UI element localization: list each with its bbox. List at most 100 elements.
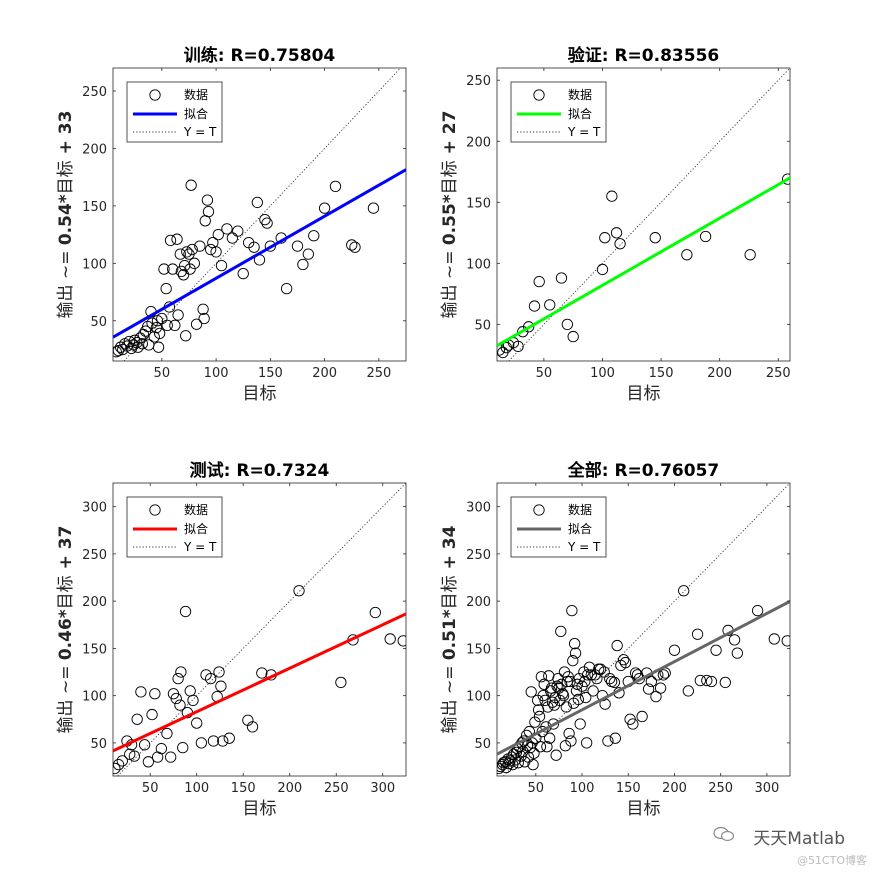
data-point <box>705 675 718 688</box>
x-tick-label: 150 <box>649 366 674 381</box>
y-tick-label: 50 <box>474 737 491 752</box>
data-point <box>226 232 239 244</box>
data-point <box>678 585 690 597</box>
data-point <box>146 317 158 329</box>
data-point <box>384 633 396 645</box>
data-point <box>132 341 144 353</box>
legend-marker-data <box>533 89 545 101</box>
legend-marker-data <box>149 504 161 516</box>
legend-label-identity: Y = T <box>183 125 217 139</box>
data-point <box>527 759 539 771</box>
data-point <box>123 335 135 348</box>
data-point <box>512 757 524 769</box>
plot-panel: 50 100 150 200 250 300 50 100 150 200 250 300 测试: R=… <box>56 460 407 819</box>
data-point <box>515 750 527 762</box>
data-point <box>768 633 780 645</box>
data-point <box>308 230 320 242</box>
x-tick-label: 100 <box>184 781 209 796</box>
data-point <box>135 686 147 698</box>
data-point <box>237 268 249 280</box>
data-point <box>215 259 228 272</box>
data-point <box>181 246 193 258</box>
data-point <box>574 718 586 730</box>
y-label-mid: 目标 <box>56 575 76 609</box>
data-point <box>555 272 568 284</box>
data-point <box>509 754 522 766</box>
data-point <box>201 194 214 206</box>
data-point <box>246 721 259 733</box>
data-point <box>367 202 380 214</box>
x-tick-label: 100 <box>570 781 595 796</box>
y-tick-label: 50 <box>474 318 491 333</box>
data-point <box>128 750 141 762</box>
data-point <box>335 676 347 689</box>
data-point <box>172 309 184 321</box>
data-point <box>609 732 621 744</box>
data-point <box>161 319 173 332</box>
data-point <box>571 678 584 690</box>
data-point <box>165 751 177 763</box>
data-point <box>152 341 165 353</box>
data-point <box>587 685 599 697</box>
data-point <box>580 691 592 704</box>
data-point <box>131 713 143 725</box>
x-tick-label: 50 <box>154 366 171 381</box>
data-point <box>561 675 573 688</box>
data-point <box>681 249 693 261</box>
x-tick-label: 300 <box>370 781 395 796</box>
data-points <box>497 585 790 775</box>
data-point <box>142 320 154 333</box>
data-point <box>213 666 225 678</box>
data-point <box>302 248 314 260</box>
chart-title-value: R=0.83556 <box>614 46 719 66</box>
y-axis-label: 输出 ~= 0.46*目标 + 37 <box>56 526 76 734</box>
y-tick-label: 150 <box>466 196 491 211</box>
data-point <box>291 240 304 252</box>
data-point <box>172 672 184 685</box>
fit-line <box>113 168 406 339</box>
data-point <box>134 332 146 344</box>
data-point <box>563 727 575 740</box>
data-point <box>179 605 192 618</box>
y-label-coef: 0.46* <box>56 609 76 660</box>
data-point <box>142 756 154 768</box>
data-point <box>636 710 648 723</box>
data-point <box>217 735 229 747</box>
x-tick-label: 200 <box>312 366 337 381</box>
data-point <box>171 233 183 245</box>
data-point <box>154 327 166 340</box>
identity-line <box>117 483 406 776</box>
x-tick-label: 100 <box>590 366 615 381</box>
data-point <box>682 685 694 697</box>
y-tick-label: 200 <box>466 595 491 610</box>
data-point <box>346 239 358 251</box>
data-point <box>251 196 263 209</box>
data-point <box>148 331 160 343</box>
data-point <box>599 232 611 244</box>
data-point <box>579 675 591 688</box>
data-point <box>694 674 706 687</box>
data-point <box>156 312 168 325</box>
data-point <box>497 762 505 775</box>
data-point <box>782 173 790 185</box>
y-label-prefix: 输出 ~= <box>56 245 76 318</box>
y-label-mid: 目标 <box>56 160 76 194</box>
data-point <box>232 225 244 237</box>
data-point <box>596 263 609 276</box>
fit-line <box>113 612 406 753</box>
data-point <box>629 667 642 679</box>
data-point <box>113 762 121 775</box>
legend-label-fit: 拟合 <box>184 106 208 121</box>
x-tick-label: 150 <box>258 366 283 381</box>
data-point <box>649 232 661 244</box>
y-tick-label: 150 <box>466 642 491 657</box>
data-point <box>195 737 208 749</box>
x-tick-label: 100 <box>204 366 229 381</box>
data-point <box>207 735 220 747</box>
legend-label-data: 数据 <box>568 502 592 517</box>
data-point <box>261 217 273 229</box>
data-point <box>598 666 610 678</box>
